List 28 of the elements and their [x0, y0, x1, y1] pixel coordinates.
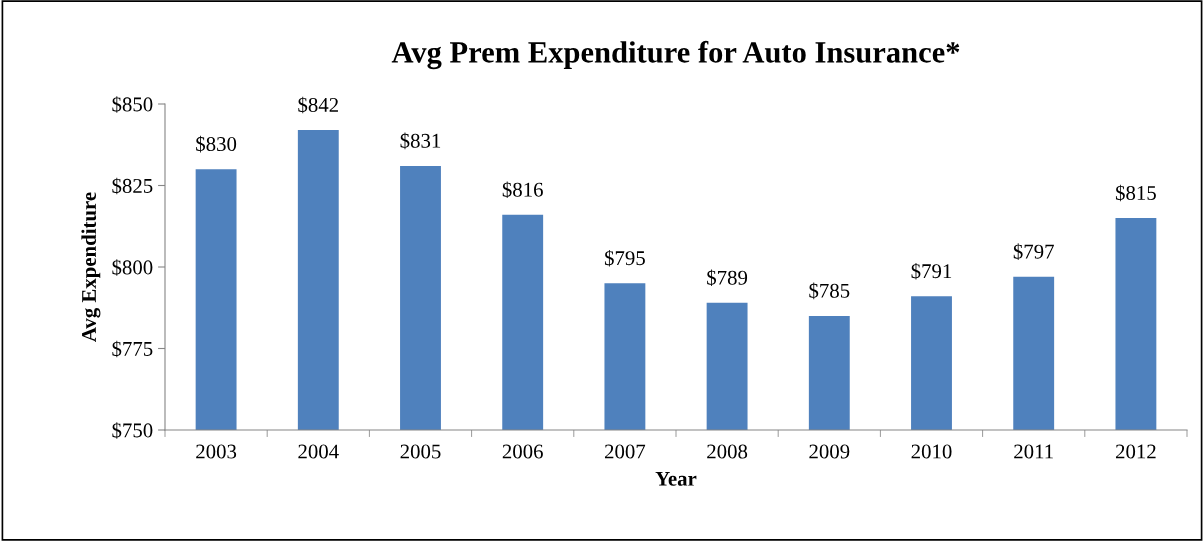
y-tick-label: $825: [112, 177, 153, 195]
x-tick-label: 2007: [604, 444, 646, 459]
x-tick-label: 2011: [1014, 444, 1053, 459]
x-tick-label: 2006: [502, 444, 543, 459]
x-tick-label: 2010: [911, 444, 952, 459]
x-tick-label: 2009: [809, 444, 850, 459]
data-label: $791: [911, 262, 952, 280]
data-label: $831: [400, 132, 441, 150]
x-tick-label: 2012: [1115, 444, 1156, 459]
data-label: $830: [196, 135, 237, 153]
chart-title: Avg Prem Expenditure for Auto Insurance*: [391, 40, 960, 70]
y-tick-label: $800: [112, 259, 153, 276]
x-tick-label: 2003: [196, 444, 237, 459]
x-tick-label: 2008: [707, 444, 748, 459]
data-label: $797: [1013, 243, 1054, 261]
data-label: $785: [809, 282, 850, 300]
y-tick-label: $775: [112, 340, 153, 358]
data-label: $815: [1115, 184, 1156, 202]
data-label: $842: [298, 96, 338, 114]
x-axis-title: Year: [655, 471, 697, 486]
data-label: $816: [502, 181, 543, 199]
data-label: $795: [604, 249, 645, 267]
y-tick-label: $750: [112, 422, 153, 439]
x-tick-label: 2004: [298, 444, 339, 459]
y-tick-label: $850: [112, 96, 153, 113]
x-tick-label: 2005: [400, 444, 441, 459]
y-axis-title: Avg Expenditure: [81, 192, 101, 342]
data-label: $789: [707, 269, 748, 287]
